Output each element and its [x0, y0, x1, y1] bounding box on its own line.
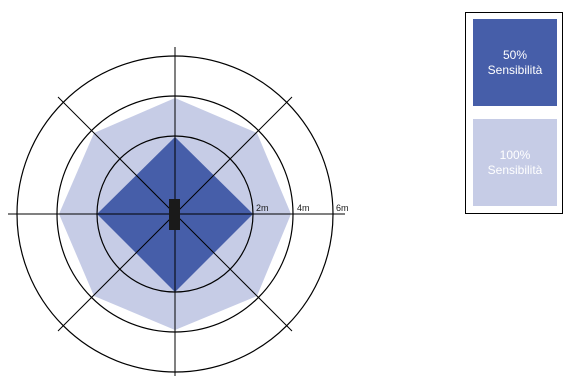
ring-label-4m: 4m [297, 203, 310, 213]
legend-item-100-sensitivity: 100% Sensibilità [473, 119, 557, 206]
legend-item-label: Sensibilità [487, 162, 543, 177]
ring-label-6m: 6m [336, 203, 349, 213]
ring-label-2m: 2m [256, 203, 269, 213]
legend-item-percent: 50% [502, 47, 528, 62]
legend-item-50-sensitivity: 50% Sensibilità [473, 19, 557, 106]
legend-item-percent: 100% [499, 147, 531, 162]
sensor-icon [169, 199, 180, 230]
legend-item-label: Sensibilità [487, 62, 543, 77]
legend: 50% Sensibilità 100% Sensibilità [465, 12, 563, 214]
detection-range-diagram: 2m 4m 6m [8, 47, 349, 376]
